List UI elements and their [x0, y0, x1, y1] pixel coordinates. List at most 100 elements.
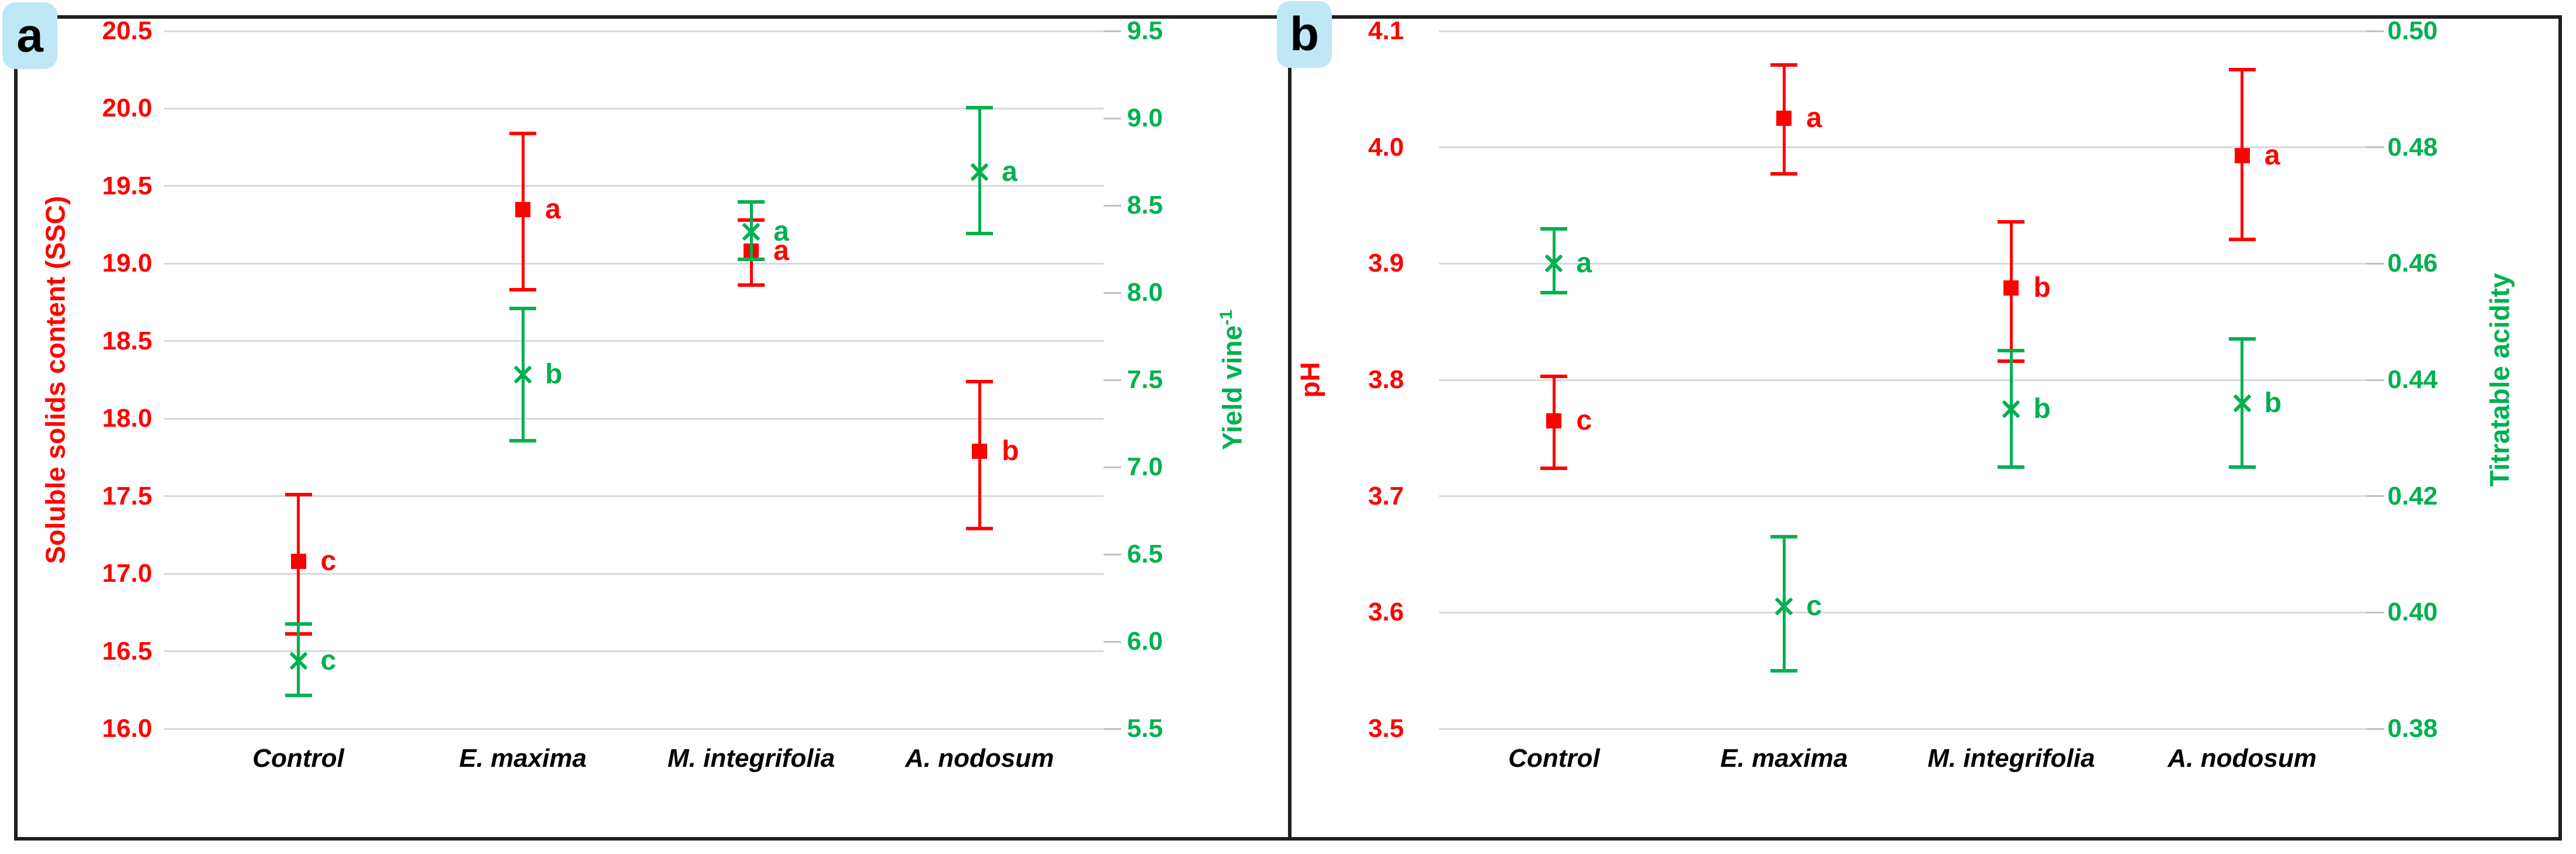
tick-label-left: 4.0: [1368, 132, 1404, 162]
axis-tick-mark: [2366, 379, 2384, 381]
tick-label-right: 8.0: [1127, 278, 1163, 307]
error-bar-cap-bottom: [1540, 291, 1568, 294]
marker-square: [515, 201, 531, 217]
error-bar-cap-bottom: [1770, 668, 1798, 673]
significance-letter: a: [1806, 102, 1822, 133]
gridline: [1439, 495, 2366, 498]
category-label: A. nodosum: [2167, 744, 2317, 773]
gridline: [164, 185, 1104, 187]
marker-square: [972, 443, 988, 459]
tick-label-left: 18.0: [102, 404, 152, 433]
axis-tick-mark: [2366, 262, 2384, 265]
gridline: [164, 262, 1104, 265]
significance-letter: a: [1576, 248, 1592, 279]
error-bar-cap-top: [285, 622, 312, 626]
tick-label-right: 0.50: [2387, 16, 2438, 45]
category-label: E. maxima: [1720, 744, 1848, 773]
significance-letter: b: [1002, 435, 1019, 467]
error-bar-cap-top: [1540, 375, 1568, 379]
significance-letter: a: [1002, 156, 1018, 188]
axis-tick-mark: [1104, 379, 1121, 381]
tick-label-right: 0.38: [2387, 714, 2438, 743]
error-bar-cap-bottom: [966, 527, 994, 531]
significance-letter: c: [320, 644, 337, 676]
axis-tick-mark: [1104, 291, 1121, 294]
error-bar-cap-top: [966, 106, 994, 110]
category-label: Control: [1508, 744, 1600, 773]
gridline: [164, 495, 1104, 498]
tick-label-right: 0.42: [2387, 481, 2438, 510]
gridline: [1439, 611, 2366, 613]
tick-label-right: 9.0: [1127, 104, 1163, 132]
marker-square: [2003, 280, 2019, 296]
marker-x: [1773, 595, 1795, 618]
tick-label-right: 6.0: [1127, 627, 1163, 656]
axis-tick-mark: [1104, 466, 1121, 468]
gridline: [1439, 146, 2366, 149]
significance-letter: b: [2033, 272, 2051, 304]
tick-label-right: 6.5: [1127, 540, 1163, 568]
error-bar-cap-top: [2228, 67, 2256, 71]
marker-x: [2000, 398, 2022, 420]
axis-tick-mark: [2366, 495, 2384, 498]
tick-label-left: 17.0: [102, 559, 152, 588]
gridline: [164, 650, 1104, 653]
panel-divider: [1288, 15, 1292, 837]
tick-label-left: 4.1: [1368, 16, 1404, 45]
tick-label-left: 19.5: [102, 171, 152, 200]
tick-label-right: 5.5: [1127, 714, 1163, 743]
significance-letter: b: [545, 359, 563, 390]
tick-label-left: 19.0: [102, 249, 152, 278]
error-bar-cap-bottom: [509, 288, 537, 292]
axis-tick-mark: [1104, 30, 1121, 32]
marker-square: [290, 553, 306, 569]
error-bar-cap-top: [966, 379, 994, 383]
tick-label-left: 20.5: [102, 16, 152, 45]
error-bar-cap-bottom: [738, 283, 765, 287]
significance-letter: a: [773, 215, 789, 247]
tick-label-left: 18.5: [102, 326, 152, 355]
error-bar-cap-bottom: [1998, 465, 2025, 469]
figure-frame: a Soluble solids content (SSC) Yield vin…: [2, 1, 2562, 841]
error-bar-cap-top: [738, 200, 765, 204]
gridline: [1439, 379, 2366, 381]
axis-tick-mark: [1104, 553, 1121, 555]
gridline: [164, 417, 1104, 420]
axis-tick-mark: [2366, 611, 2384, 613]
marker-square: [1776, 111, 1792, 126]
tick-label-right: 0.46: [2387, 249, 2438, 278]
significance-letter: c: [320, 545, 337, 577]
error-bar-cap-top: [1998, 349, 2025, 353]
error-bar-cap-top: [509, 131, 537, 135]
gridline: [1439, 728, 2366, 730]
error-bar-cap-top: [1770, 535, 1798, 539]
tick-label-right: 9.5: [1127, 16, 1163, 45]
panel-a-badge: a: [2, 2, 57, 69]
category-label: M. integrifolia: [667, 744, 835, 773]
axis-tick-mark: [2366, 728, 2384, 730]
error-bar-cap-bottom: [966, 231, 994, 235]
error-bar-cap-bottom: [738, 258, 765, 262]
error-bar-cap-top: [1998, 219, 2025, 224]
marker-x: [1543, 252, 1565, 275]
tick-label-left: 20.0: [102, 94, 152, 123]
tick-label-left: 16.0: [102, 714, 152, 743]
significance-letter: b: [2033, 393, 2051, 424]
tick-label-right: 0.44: [2387, 365, 2438, 394]
error-bar-cap-top: [1770, 63, 1798, 67]
tick-label-left: 3.9: [1368, 249, 1404, 278]
category-label: Control: [252, 744, 344, 773]
error-bar-cap-bottom: [509, 439, 537, 443]
gridline: [1439, 262, 2366, 265]
significance-letter: c: [1806, 591, 1822, 622]
error-bar-cap-bottom: [2228, 465, 2256, 469]
error-bar-cap-bottom: [1540, 466, 1568, 470]
panel-b-badge: b: [1277, 1, 1332, 68]
error-bar-cap-bottom: [2228, 237, 2256, 241]
gridline: [164, 340, 1104, 342]
axis-tick-mark: [2366, 146, 2384, 149]
marker-square: [2234, 148, 2250, 163]
axis-tick-mark: [1104, 640, 1121, 643]
significance-letter: a: [773, 235, 789, 267]
